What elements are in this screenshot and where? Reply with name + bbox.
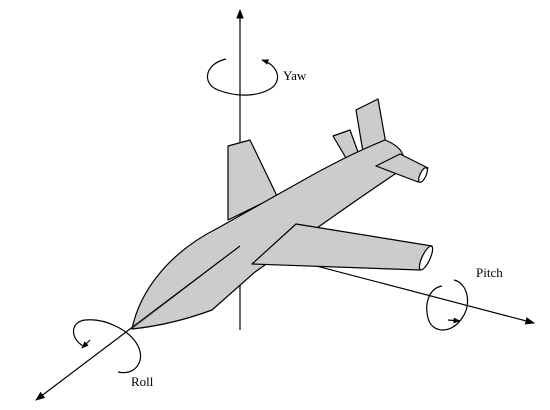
right-stabilizer: [375, 153, 429, 183]
pitch-rotation-arrow: [426, 279, 469, 331]
yaw-rotation-arrow: [207, 58, 279, 96]
roll-rotation-arrow: [72, 319, 142, 374]
pitch-label: Pitch: [476, 265, 503, 280]
aircraft: [131, 98, 433, 330]
right-stabilizer-tip: [418, 167, 428, 183]
yaw-label: Yaw: [283, 68, 307, 83]
right-wingtip: [418, 245, 434, 271]
roll-axis: [35, 245, 241, 401]
roll-label: Roll: [131, 374, 154, 389]
